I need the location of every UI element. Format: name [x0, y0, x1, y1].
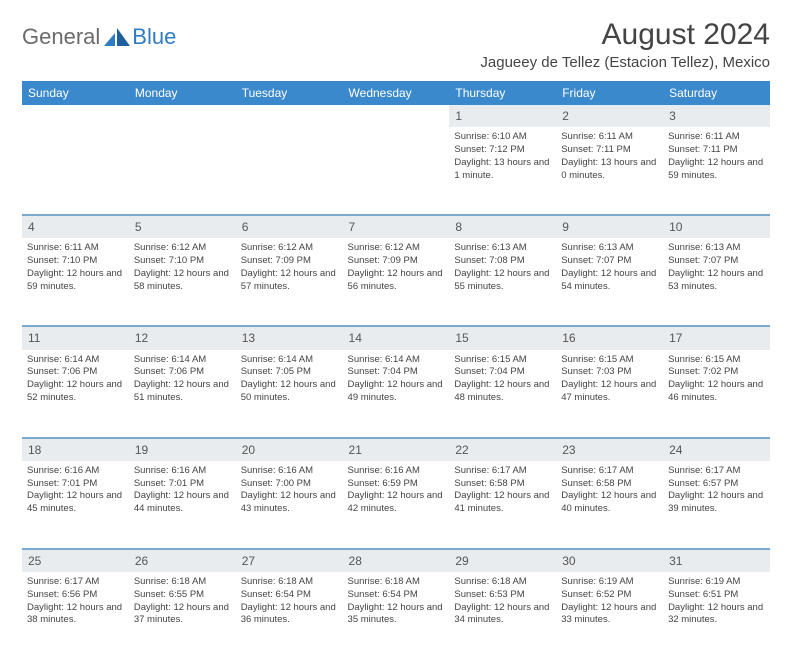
day-detail-cell: [343, 127, 450, 215]
day-number-cell: 22: [449, 438, 556, 461]
day-detail-row: Sunrise: 6:14 AMSunset: 7:06 PMDaylight:…: [22, 350, 770, 438]
day-detail-cell: Sunrise: 6:17 AMSunset: 6:57 PMDaylight:…: [663, 461, 770, 549]
day-number-cell: 6: [236, 215, 343, 238]
day-number-cell: 24: [663, 438, 770, 461]
day-number-row: 25262728293031: [22, 549, 770, 572]
logo-text-a: General: [22, 24, 100, 50]
day-number-cell: 16: [556, 326, 663, 349]
day-detail-cell: Sunrise: 6:17 AMSunset: 6:58 PMDaylight:…: [449, 461, 556, 549]
day-number-cell: 8: [449, 215, 556, 238]
day-number-cell: 19: [129, 438, 236, 461]
day-detail-cell: Sunrise: 6:11 AMSunset: 7:11 PMDaylight:…: [556, 127, 663, 215]
day-detail-cell: Sunrise: 6:14 AMSunset: 7:06 PMDaylight:…: [129, 350, 236, 438]
day-number-cell: 29: [449, 549, 556, 572]
day-number-cell: [22, 105, 129, 127]
day-detail-cell: Sunrise: 6:10 AMSunset: 7:12 PMDaylight:…: [449, 127, 556, 215]
day-number-cell: 17: [663, 326, 770, 349]
day-number-cell: 1: [449, 105, 556, 127]
day-number-row: 123: [22, 105, 770, 127]
day-number-row: 45678910: [22, 215, 770, 238]
calendar-table: SundayMondayTuesdayWednesdayThursdayFrid…: [22, 81, 770, 660]
day-number-cell: 18: [22, 438, 129, 461]
day-number-row: 11121314151617: [22, 326, 770, 349]
day-number-cell: 11: [22, 326, 129, 349]
day-detail-cell: [129, 127, 236, 215]
day-number-cell: [129, 105, 236, 127]
day-detail-cell: Sunrise: 6:11 AMSunset: 7:11 PMDaylight:…: [663, 127, 770, 215]
day-detail-cell: Sunrise: 6:18 AMSunset: 6:55 PMDaylight:…: [129, 572, 236, 660]
day-detail-cell: Sunrise: 6:16 AMSunset: 7:00 PMDaylight:…: [236, 461, 343, 549]
day-number-cell: 20: [236, 438, 343, 461]
day-number-cell: 31: [663, 549, 770, 572]
location-subtitle: Jagueey de Tellez (Estacion Tellez), Mex…: [480, 54, 770, 71]
day-number-cell: 15: [449, 326, 556, 349]
day-number-cell: 3: [663, 105, 770, 127]
day-number-cell: 10: [663, 215, 770, 238]
day-number-row: 18192021222324: [22, 438, 770, 461]
day-detail-cell: Sunrise: 6:12 AMSunset: 7:09 PMDaylight:…: [236, 238, 343, 326]
day-detail-cell: Sunrise: 6:13 AMSunset: 7:07 PMDaylight:…: [556, 238, 663, 326]
day-number-cell: [343, 105, 450, 127]
title-block: August 2024 Jagueey de Tellez (Estacion …: [480, 18, 770, 71]
day-detail-cell: Sunrise: 6:18 AMSunset: 6:54 PMDaylight:…: [236, 572, 343, 660]
day-number-cell: 23: [556, 438, 663, 461]
header: General Blue August 2024 Jagueey de Tell…: [22, 18, 770, 71]
logo-sail-icon: [104, 28, 130, 46]
weekday-header: Saturday: [663, 81, 770, 105]
weekday-header: Sunday: [22, 81, 129, 105]
day-detail-row: Sunrise: 6:10 AMSunset: 7:12 PMDaylight:…: [22, 127, 770, 215]
weekday-header: Friday: [556, 81, 663, 105]
day-detail-row: Sunrise: 6:17 AMSunset: 6:56 PMDaylight:…: [22, 572, 770, 660]
day-detail-cell: Sunrise: 6:13 AMSunset: 7:08 PMDaylight:…: [449, 238, 556, 326]
day-number-cell: 14: [343, 326, 450, 349]
day-detail-cell: Sunrise: 6:16 AMSunset: 6:59 PMDaylight:…: [343, 461, 450, 549]
month-title: August 2024: [480, 18, 770, 52]
day-detail-cell: Sunrise: 6:15 AMSunset: 7:02 PMDaylight:…: [663, 350, 770, 438]
weekday-header: Wednesday: [343, 81, 450, 105]
weekday-header: Monday: [129, 81, 236, 105]
day-number-cell: 2: [556, 105, 663, 127]
day-detail-cell: Sunrise: 6:17 AMSunset: 6:58 PMDaylight:…: [556, 461, 663, 549]
day-number-cell: 13: [236, 326, 343, 349]
day-detail-cell: Sunrise: 6:14 AMSunset: 7:05 PMDaylight:…: [236, 350, 343, 438]
day-number-cell: [236, 105, 343, 127]
day-number-cell: 9: [556, 215, 663, 238]
day-detail-cell: Sunrise: 6:12 AMSunset: 7:10 PMDaylight:…: [129, 238, 236, 326]
day-detail-cell: Sunrise: 6:18 AMSunset: 6:53 PMDaylight:…: [449, 572, 556, 660]
day-detail-cell: Sunrise: 6:18 AMSunset: 6:54 PMDaylight:…: [343, 572, 450, 660]
day-detail-cell: Sunrise: 6:14 AMSunset: 7:04 PMDaylight:…: [343, 350, 450, 438]
weekday-header: Tuesday: [236, 81, 343, 105]
day-detail-cell: Sunrise: 6:16 AMSunset: 7:01 PMDaylight:…: [22, 461, 129, 549]
day-detail-cell: Sunrise: 6:11 AMSunset: 7:10 PMDaylight:…: [22, 238, 129, 326]
day-detail-cell: Sunrise: 6:19 AMSunset: 6:51 PMDaylight:…: [663, 572, 770, 660]
logo: General Blue: [22, 24, 176, 50]
day-detail-cell: [22, 127, 129, 215]
day-detail-cell: Sunrise: 6:14 AMSunset: 7:06 PMDaylight:…: [22, 350, 129, 438]
day-number-cell: 21: [343, 438, 450, 461]
day-detail-cell: Sunrise: 6:17 AMSunset: 6:56 PMDaylight:…: [22, 572, 129, 660]
day-detail-cell: [236, 127, 343, 215]
day-number-cell: 4: [22, 215, 129, 238]
day-number-cell: 5: [129, 215, 236, 238]
day-detail-cell: Sunrise: 6:19 AMSunset: 6:52 PMDaylight:…: [556, 572, 663, 660]
day-detail-cell: Sunrise: 6:13 AMSunset: 7:07 PMDaylight:…: [663, 238, 770, 326]
logo-text-b: Blue: [132, 24, 176, 50]
day-detail-cell: Sunrise: 6:16 AMSunset: 7:01 PMDaylight:…: [129, 461, 236, 549]
day-number-cell: 12: [129, 326, 236, 349]
weekday-header-row: SundayMondayTuesdayWednesdayThursdayFrid…: [22, 81, 770, 105]
day-number-cell: 28: [343, 549, 450, 572]
day-number-cell: 27: [236, 549, 343, 572]
day-number-cell: 30: [556, 549, 663, 572]
day-number-cell: 25: [22, 549, 129, 572]
day-number-cell: 26: [129, 549, 236, 572]
day-detail-cell: Sunrise: 6:15 AMSunset: 7:04 PMDaylight:…: [449, 350, 556, 438]
day-number-cell: 7: [343, 215, 450, 238]
weekday-header: Thursday: [449, 81, 556, 105]
day-detail-cell: Sunrise: 6:12 AMSunset: 7:09 PMDaylight:…: [343, 238, 450, 326]
day-detail-row: Sunrise: 6:16 AMSunset: 7:01 PMDaylight:…: [22, 461, 770, 549]
day-detail-row: Sunrise: 6:11 AMSunset: 7:10 PMDaylight:…: [22, 238, 770, 326]
day-detail-cell: Sunrise: 6:15 AMSunset: 7:03 PMDaylight:…: [556, 350, 663, 438]
